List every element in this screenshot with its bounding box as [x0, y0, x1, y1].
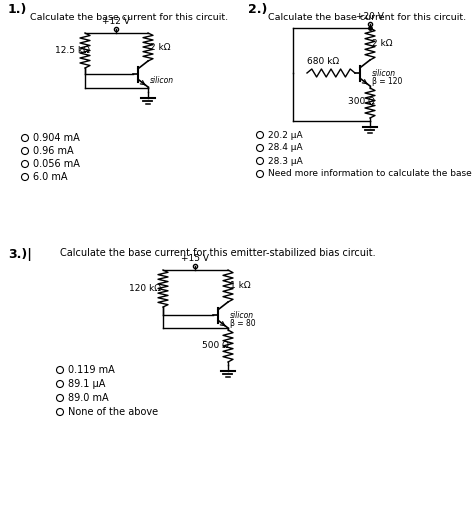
Text: silicon: silicon	[230, 310, 254, 320]
Text: Calculate the base current for this circuit.: Calculate the base current for this circ…	[30, 13, 228, 22]
Text: Calculate the base current for this circuit.: Calculate the base current for this circ…	[268, 13, 466, 22]
Text: +15 V: +15 V	[181, 254, 209, 263]
Text: 89.1 μA: 89.1 μA	[68, 379, 105, 389]
Text: 1 kΩ: 1 kΩ	[230, 282, 251, 290]
Text: 500 Ω: 500 Ω	[202, 341, 229, 349]
Text: β = 120: β = 120	[372, 76, 402, 86]
Text: silicon: silicon	[150, 76, 174, 85]
Text: 28.4 μA: 28.4 μA	[268, 144, 302, 152]
Text: silicon: silicon	[372, 69, 396, 77]
Text: 2 kΩ: 2 kΩ	[372, 40, 392, 49]
Text: 120 kΩ: 120 kΩ	[129, 284, 161, 293]
Text: 0.904 mA: 0.904 mA	[33, 133, 80, 143]
Text: 6.0 mA: 6.0 mA	[33, 172, 67, 182]
Text: 12.5 kΩ: 12.5 kΩ	[55, 46, 90, 55]
Text: 2 kΩ: 2 kΩ	[150, 43, 171, 51]
Text: Calculate the base current for this emitter-stabilized bias circuit.: Calculate the base current for this emit…	[60, 248, 375, 258]
Text: +12 V: +12 V	[102, 17, 130, 26]
Text: 89.0 mA: 89.0 mA	[68, 393, 109, 403]
Text: 1.): 1.)	[8, 3, 27, 16]
Text: 0.119 mA: 0.119 mA	[68, 365, 115, 375]
Text: Need more information to calculate the base current: Need more information to calculate the b…	[268, 169, 474, 179]
Text: 0.056 mA: 0.056 mA	[33, 159, 80, 169]
Text: 300 Ω: 300 Ω	[348, 97, 375, 107]
Text: 2.): 2.)	[248, 3, 267, 16]
Text: 0.96 mA: 0.96 mA	[33, 146, 73, 156]
Text: 3.)|: 3.)|	[8, 248, 32, 261]
Text: None of the above: None of the above	[68, 407, 158, 417]
Text: 20.2 μA: 20.2 μA	[268, 130, 302, 140]
Text: 28.3 μA: 28.3 μA	[268, 156, 303, 166]
Text: β = 80: β = 80	[230, 319, 255, 327]
Text: 680 kΩ: 680 kΩ	[307, 57, 339, 66]
Text: +20 V: +20 V	[356, 12, 384, 21]
